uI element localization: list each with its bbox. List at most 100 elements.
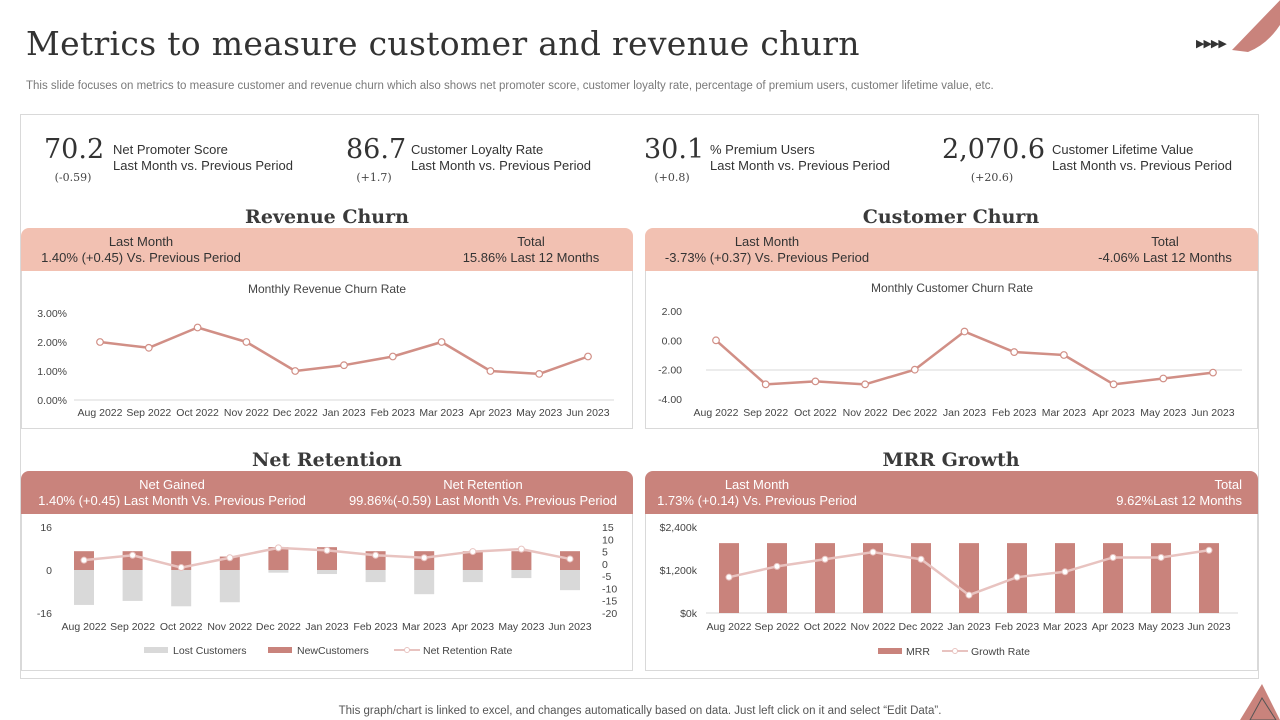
x-tick-label: Oct 2022	[794, 407, 837, 419]
corner-decoration-top	[1232, 0, 1280, 52]
page-subtitle: This slide focuses on metrics to measure…	[26, 80, 994, 92]
bar-lost-customers	[414, 570, 435, 595]
mrr-growth-panel: $0k $1,200k $2,400k Aug 2022 Sep 2022 Oct 202…	[645, 514, 1258, 671]
data-point	[1109, 380, 1118, 389]
legend-swatch-marker	[952, 648, 958, 654]
data-point	[469, 548, 477, 556]
data-point	[274, 544, 282, 552]
summary-value: 1.73% (+0.14) Vs. Previous Period	[657, 493, 857, 508]
x-tick-label: Nov 2022	[207, 621, 252, 633]
y-tick-label: 2.00%	[37, 337, 67, 349]
legend-swatch	[144, 647, 168, 653]
data-point	[910, 365, 919, 374]
kpi-delta: (-0.59)	[54, 171, 92, 184]
kpi-label-block: % Premium Users Last Month vs. Previous …	[710, 142, 890, 174]
summary-value: 15.86% Last 12 Months	[462, 250, 600, 265]
bar-mrr	[1103, 543, 1123, 613]
y2-tick-label: 5	[602, 547, 608, 559]
summary-net-gained: Net Gained 1.40% (+0.45) Last Month Vs. …	[35, 477, 309, 509]
summary-head: Last Month	[734, 234, 800, 249]
data-point	[821, 555, 829, 563]
y-tick-label: -16	[37, 608, 52, 620]
x-tick-label: Sep 2022	[755, 621, 800, 633]
customer-churn-summary: Last Month -3.73% (+0.37) Vs. Previous P…	[645, 228, 1258, 271]
x-tick-label: Jan 2023	[322, 407, 365, 419]
summary-head: Last Month	[724, 477, 790, 492]
kpi-value: 30.1	[644, 134, 705, 165]
x-tick-label: Jan 2023	[947, 621, 990, 633]
summary-last-month: Last Month 1.40% (+0.45) Vs. Previous Pe…	[41, 234, 241, 266]
mrr-growth-summary: Last Month 1.73% (+0.14) Vs. Previous Pe…	[645, 471, 1258, 514]
kpi-value: 86.7	[346, 134, 407, 165]
legend-label: Growth Rate	[971, 646, 1030, 658]
summary-head: Total	[1214, 477, 1242, 492]
y2-tick-label: -5	[602, 571, 611, 583]
kpi-delta: (+20.6)	[970, 171, 1014, 184]
bar-mrr	[815, 543, 835, 613]
customer-churn-panel: Monthly Customer Churn Rate -4.00 -2.00 0.0…	[645, 271, 1258, 429]
summary-net-retention: Net Retention 99.86%(-0.59) Last Month V…	[345, 477, 621, 509]
legend-label: MRR	[906, 646, 930, 658]
x-tick-label: Jan 2023	[305, 621, 348, 633]
bar-mrr	[1055, 543, 1075, 613]
data-point	[1060, 351, 1068, 359]
net-retention-summary: Net Gained 1.40% (+0.45) Last Month Vs. …	[21, 471, 633, 514]
x-tick-label: Nov 2022	[851, 621, 896, 633]
dashboard-frame	[20, 114, 1259, 679]
summary-value: -4.06% Last 12 Months	[1098, 250, 1232, 265]
y2-tick-label: -15	[602, 596, 617, 608]
summary-last-month: Last Month 1.73% (+0.14) Vs. Previous Pe…	[657, 477, 857, 509]
bar-mrr	[911, 543, 931, 613]
x-tick-label: Jun 2023	[1187, 621, 1230, 633]
data-point	[323, 546, 331, 554]
data-point	[725, 573, 733, 581]
x-tick-label: Feb 2023	[995, 621, 1040, 633]
x-tick-label: Oct 2022	[804, 621, 847, 633]
summary-head: Last Month	[108, 234, 174, 249]
chart-title: Monthly Customer Churn Rate	[871, 281, 1033, 295]
data-point	[1159, 374, 1168, 383]
summary-last-month: Last Month -3.73% (+0.37) Vs. Previous P…	[661, 234, 873, 266]
kpi-label-block: Customer Lifetime Value Last Month vs. P…	[1052, 142, 1232, 174]
data-point	[420, 554, 428, 562]
kpi-sublabel: Last Month vs. Previous Period	[1052, 158, 1232, 173]
bar-mrr	[959, 543, 979, 613]
x-tick-label: Jun 2023	[548, 621, 591, 633]
bar-new-customers	[462, 551, 483, 570]
revenue-churn-chart: Monthly Revenue Churn Rate 0.00% 1.00% 2.00…	[37, 282, 614, 419]
revenue-churn-title: Revenue Churn	[245, 206, 409, 228]
data-point	[1109, 553, 1117, 561]
x-tick-label: Feb 2023	[992, 407, 1037, 419]
kpi-sublabel: Last Month vs. Previous Period	[113, 158, 293, 173]
kpi-value: 70.2	[44, 134, 105, 165]
data-point	[177, 564, 185, 572]
data-point	[193, 323, 202, 332]
data-point	[129, 551, 137, 559]
bar-new-customers	[317, 547, 337, 570]
legend-label: NewCustomers	[297, 645, 369, 657]
y-tick-label: 2.00	[662, 306, 683, 318]
y-tick-label: $2,400k	[660, 522, 698, 534]
data-point	[917, 555, 925, 563]
data-point	[517, 545, 525, 553]
bar-new-customers	[268, 547, 289, 570]
bar-mrr	[1151, 543, 1171, 613]
x-tick-label: Nov 2022	[843, 407, 888, 419]
x-tick-label: Sep 2022	[110, 621, 155, 633]
kpi-label: Customer Lifetime Value	[1052, 142, 1194, 157]
legend-label: Net Retention Rate	[423, 645, 512, 657]
x-tick-label: May 2023	[516, 407, 562, 419]
legend-swatch	[878, 648, 902, 654]
bar-lost-customers	[365, 570, 386, 583]
bar-lost-customers	[74, 570, 94, 605]
data-point	[535, 369, 544, 378]
kpi-delta: (+1.7)	[356, 171, 392, 184]
summary-head: Total	[517, 234, 545, 249]
x-tick-label: Dec 2022	[273, 407, 318, 419]
y2-tick-label: -10	[602, 583, 617, 595]
x-tick-label: Dec 2022	[256, 621, 301, 633]
kpi-delta: (+0.8)	[654, 171, 690, 184]
x-tick-label: Aug 2022	[78, 407, 123, 419]
x-tick-label: Sep 2022	[126, 407, 171, 419]
data-point	[242, 338, 251, 346]
